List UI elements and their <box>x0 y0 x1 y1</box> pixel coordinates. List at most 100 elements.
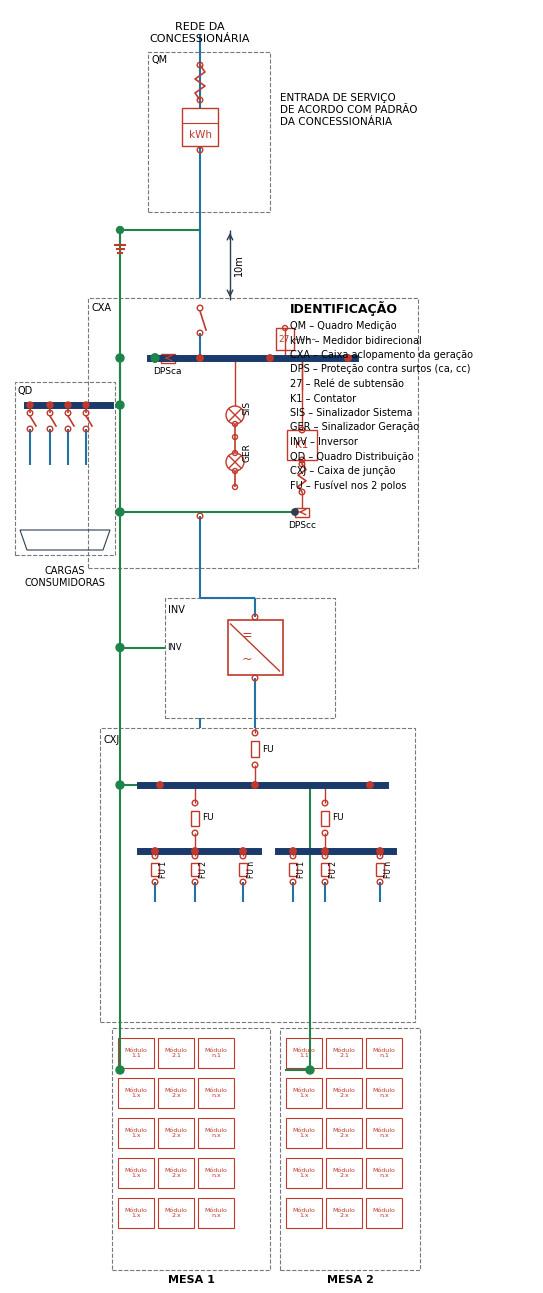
Bar <box>321 811 329 825</box>
Bar <box>326 1199 362 1228</box>
Text: DPSca: DPSca <box>153 366 181 375</box>
Text: QM: QM <box>152 56 168 65</box>
Text: Módulo
1.1: Módulo 1.1 <box>124 1047 148 1059</box>
Text: Módulo
1.x: Módulo 1.x <box>124 1127 148 1138</box>
Text: Módulo
n.x: Módulo n.x <box>205 1087 228 1098</box>
Text: Módulo
n.x: Módulo n.x <box>205 1127 228 1138</box>
Text: FU: FU <box>332 813 344 822</box>
Bar <box>158 1118 194 1148</box>
Text: QD: QD <box>18 387 33 396</box>
Bar <box>191 811 199 825</box>
Text: CXA – Caixa aclopamento da geração: CXA – Caixa aclopamento da geração <box>290 350 473 359</box>
Circle shape <box>65 402 71 409</box>
Text: Módulo
n.x: Módulo n.x <box>372 1087 395 1098</box>
Bar <box>191 862 199 875</box>
Text: FU 2: FU 2 <box>199 861 208 878</box>
Circle shape <box>116 644 124 652</box>
Text: Módulo
1.x: Módulo 1.x <box>293 1168 315 1178</box>
Text: FU 1: FU 1 <box>159 861 168 878</box>
Text: Módulo
2.x: Módulo 2.x <box>165 1087 187 1098</box>
Bar <box>287 431 317 460</box>
Text: Módulo
n.x: Módulo n.x <box>205 1208 228 1218</box>
Text: FU – Fusível nos 2 polos: FU – Fusível nos 2 polos <box>290 480 406 491</box>
Text: MESA 1: MESA 1 <box>168 1275 214 1285</box>
Text: Módulo
2.1: Módulo 2.1 <box>165 1047 187 1059</box>
Bar <box>366 1118 402 1148</box>
Circle shape <box>306 1065 314 1074</box>
Text: Módulo
n.1: Módulo n.1 <box>205 1047 228 1059</box>
Bar <box>366 1078 402 1108</box>
Bar <box>376 862 384 875</box>
Circle shape <box>116 354 124 362</box>
Text: Módulo
1.x: Módulo 1.x <box>293 1127 315 1138</box>
Text: Módulo
1.x: Módulo 1.x <box>124 1168 148 1178</box>
Bar <box>158 1159 194 1188</box>
Bar <box>366 1199 402 1228</box>
Text: Módulo
2.x: Módulo 2.x <box>332 1127 356 1138</box>
Text: Módulo
1.x: Módulo 1.x <box>124 1208 148 1218</box>
Circle shape <box>116 1065 124 1074</box>
Text: Módulo
1.x: Módulo 1.x <box>293 1208 315 1218</box>
Text: MESA 2: MESA 2 <box>326 1275 374 1285</box>
Bar <box>280 1028 420 1270</box>
Text: Módulo
2.x: Módulo 2.x <box>332 1168 356 1178</box>
Bar <box>158 1038 194 1068</box>
Bar <box>251 741 259 756</box>
Circle shape <box>322 848 328 855</box>
Text: Módulo
2.1: Módulo 2.1 <box>332 1047 356 1059</box>
Text: kWh – Medidor bidirecional: kWh – Medidor bidirecional <box>290 335 422 345</box>
Bar <box>286 1118 322 1148</box>
Text: DPScc: DPScc <box>288 521 316 530</box>
Bar <box>182 109 218 146</box>
Text: CARGAS
CONSUMIDORAS: CARGAS CONSUMIDORAS <box>24 566 105 588</box>
Circle shape <box>290 848 296 855</box>
Bar <box>321 862 329 875</box>
Text: QM – Quadro Medição: QM – Quadro Medição <box>290 321 396 331</box>
Circle shape <box>83 402 89 409</box>
Bar <box>295 507 309 516</box>
Text: SIS: SIS <box>243 401 251 415</box>
Bar <box>118 1038 154 1068</box>
Text: Módulo
n.x: Módulo n.x <box>372 1208 395 1218</box>
Bar <box>198 1199 234 1228</box>
Bar <box>286 1078 322 1108</box>
Bar <box>326 1118 362 1148</box>
Text: SIS – Sinalizador Sistema: SIS – Sinalizador Sistema <box>290 409 412 418</box>
Text: Módulo
2.x: Módulo 2.x <box>165 1208 187 1218</box>
Text: REDE DA
CONCESSIONÁRIA: REDE DA CONCESSIONÁRIA <box>150 22 250 44</box>
Circle shape <box>151 354 159 362</box>
Text: Módulo
n.x: Módulo n.x <box>372 1168 395 1178</box>
Text: Módulo
2.x: Módulo 2.x <box>165 1168 187 1178</box>
Text: Módulo
2.x: Módulo 2.x <box>165 1127 187 1138</box>
Bar <box>148 52 270 212</box>
Bar <box>289 862 297 875</box>
Circle shape <box>252 782 258 789</box>
Bar <box>118 1199 154 1228</box>
Circle shape <box>27 402 33 409</box>
Circle shape <box>116 401 124 409</box>
Circle shape <box>345 354 351 361</box>
Circle shape <box>157 782 163 789</box>
Bar <box>118 1078 154 1108</box>
Bar <box>158 1078 194 1108</box>
Text: FU: FU <box>262 745 274 754</box>
Text: 10m: 10m <box>234 255 244 275</box>
Bar <box>100 728 415 1021</box>
Circle shape <box>116 781 124 789</box>
Text: Módulo
2.x: Módulo 2.x <box>332 1087 356 1098</box>
Bar <box>366 1038 402 1068</box>
Bar <box>198 1159 234 1188</box>
Bar <box>118 1159 154 1188</box>
Circle shape <box>152 848 158 855</box>
Text: INV: INV <box>168 605 185 615</box>
Bar <box>15 381 115 555</box>
Text: GER: GER <box>243 443 251 462</box>
Text: CXJ – Caixa de junção: CXJ – Caixa de junção <box>290 465 395 476</box>
Text: ENTRADA DE SERVIÇO
DE ACORDO COM PADRÃO
DA CONCESSIONÁRIA: ENTRADA DE SERVIÇO DE ACORDO COM PADRÃO … <box>280 93 418 127</box>
Text: Módulo
n.1: Módulo n.1 <box>372 1047 395 1059</box>
Text: 27: 27 <box>278 335 289 344</box>
Bar <box>228 621 282 675</box>
Text: CXA: CXA <box>92 303 112 313</box>
Text: Módulo
2.x: Módulo 2.x <box>332 1208 356 1218</box>
Text: IDENTIFICAÇÃO: IDENTIFICAÇÃO <box>290 300 398 315</box>
